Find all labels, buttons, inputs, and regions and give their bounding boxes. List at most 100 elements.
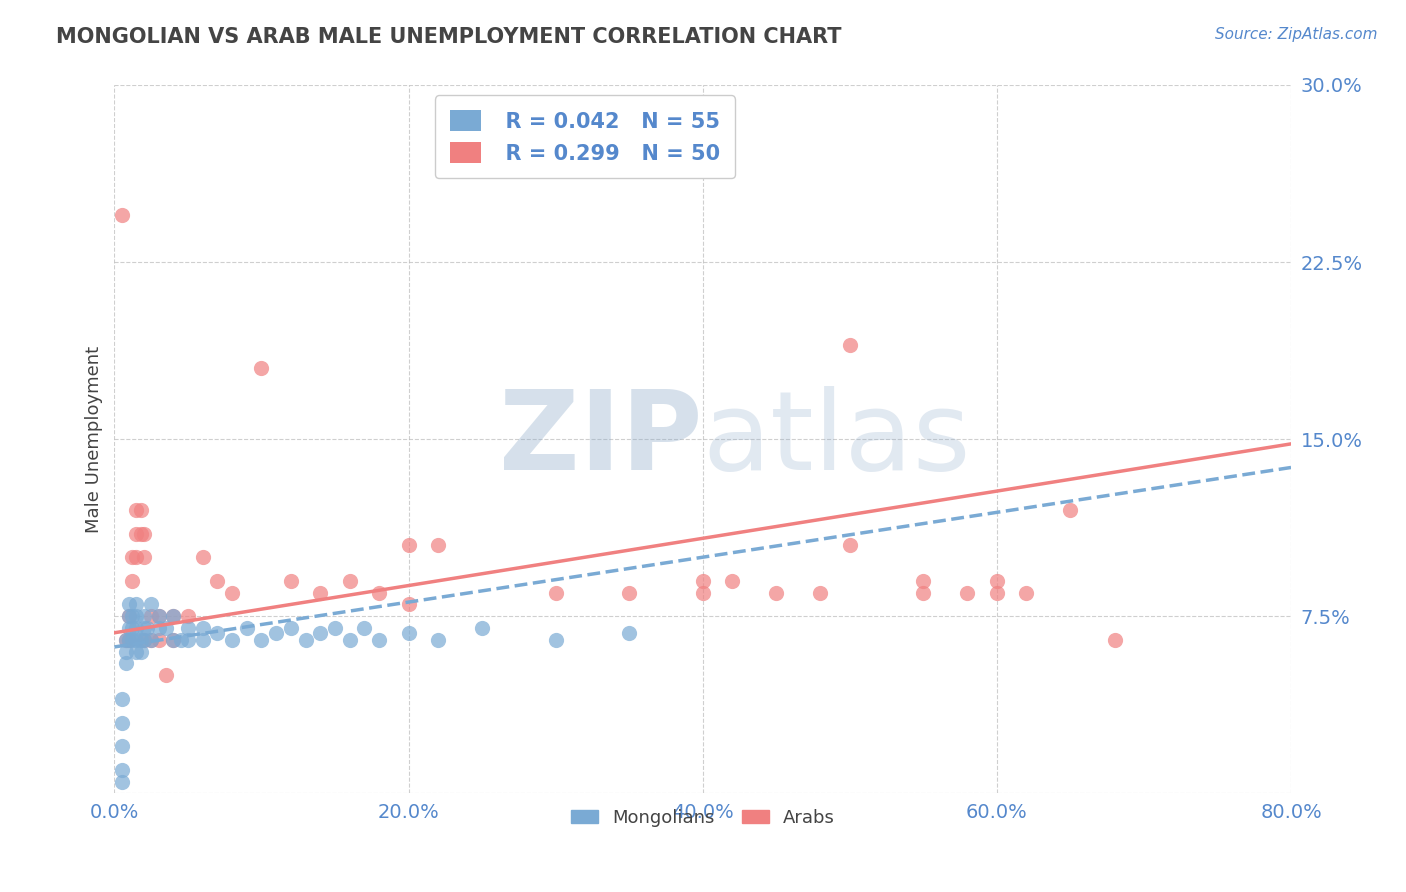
Point (617, 625, 640, 640)
Point (111, 208, 134, 222)
Point (111, 774, 134, 789)
Point (115, 632, 138, 647)
Point (125, 609, 148, 624)
Point (264, 625, 287, 640)
Point (368, 585, 391, 599)
Point (280, 621, 302, 635)
Point (118, 632, 141, 647)
Point (141, 632, 163, 647)
Point (1059, 503, 1081, 517)
Point (309, 585, 332, 599)
Point (765, 585, 787, 599)
Point (1104, 632, 1126, 647)
Point (141, 598, 163, 612)
Point (132, 526, 155, 541)
Point (1015, 585, 1038, 599)
Point (398, 538, 420, 552)
Point (339, 574, 361, 588)
Point (471, 621, 494, 635)
Text: Source: ZipAtlas.com: Source: ZipAtlas.com (1215, 27, 1378, 42)
Point (148, 621, 170, 635)
Point (155, 621, 177, 635)
Point (129, 503, 152, 517)
Point (162, 609, 184, 624)
Point (121, 550, 143, 565)
Point (427, 538, 450, 552)
Point (115, 645, 138, 659)
Point (125, 632, 148, 647)
Point (162, 632, 184, 647)
Point (141, 609, 163, 624)
Point (129, 526, 152, 541)
Point (121, 574, 143, 588)
Point (148, 609, 170, 624)
Point (125, 550, 148, 565)
Point (125, 526, 148, 541)
Point (236, 621, 259, 635)
Text: atlas: atlas (703, 385, 972, 492)
Point (250, 361, 273, 376)
Text: ZIP: ZIP (499, 385, 703, 492)
Point (121, 632, 143, 647)
Point (118, 609, 141, 624)
Point (125, 503, 148, 517)
Point (121, 621, 143, 635)
Point (162, 632, 184, 647)
Point (956, 585, 979, 599)
Point (323, 621, 346, 635)
Point (838, 538, 860, 552)
Point (398, 625, 420, 640)
Point (155, 668, 177, 682)
Point (838, 337, 860, 351)
Point (912, 574, 935, 588)
Point (692, 574, 714, 588)
Point (280, 574, 302, 588)
Point (221, 585, 243, 599)
Point (129, 632, 152, 647)
Point (191, 621, 214, 635)
Point (191, 550, 214, 565)
Point (115, 657, 138, 671)
Text: MONGOLIAN VS ARAB MALE UNEMPLOYMENT CORRELATION CHART: MONGOLIAN VS ARAB MALE UNEMPLOYMENT CORR… (56, 27, 842, 46)
Point (169, 632, 191, 647)
Point (111, 763, 134, 777)
Point (339, 632, 361, 647)
Point (125, 621, 148, 635)
Point (617, 585, 640, 599)
Point (368, 632, 391, 647)
Point (111, 739, 134, 753)
Point (118, 609, 141, 624)
Point (135, 621, 157, 635)
Point (398, 598, 420, 612)
Point (544, 585, 567, 599)
Point (207, 574, 229, 588)
Point (353, 621, 375, 635)
Point (544, 632, 567, 647)
Point (129, 645, 152, 659)
Point (177, 632, 200, 647)
Point (250, 632, 273, 647)
Point (118, 632, 141, 647)
Point (986, 574, 1008, 588)
Point (111, 692, 134, 706)
Legend: Mongolians, Arabs: Mongolians, Arabs (564, 802, 842, 834)
Point (132, 621, 155, 635)
Point (125, 645, 148, 659)
Point (986, 585, 1008, 599)
Point (191, 632, 214, 647)
Point (692, 585, 714, 599)
Point (148, 632, 170, 647)
Point (132, 609, 155, 624)
Point (721, 574, 744, 588)
Point (221, 632, 243, 647)
Point (912, 585, 935, 599)
Point (125, 598, 148, 612)
Point (427, 632, 450, 647)
Point (115, 632, 138, 647)
Point (148, 609, 170, 624)
Point (132, 550, 155, 565)
Point (111, 715, 134, 730)
Point (309, 625, 332, 640)
Point (118, 621, 141, 635)
Point (162, 609, 184, 624)
